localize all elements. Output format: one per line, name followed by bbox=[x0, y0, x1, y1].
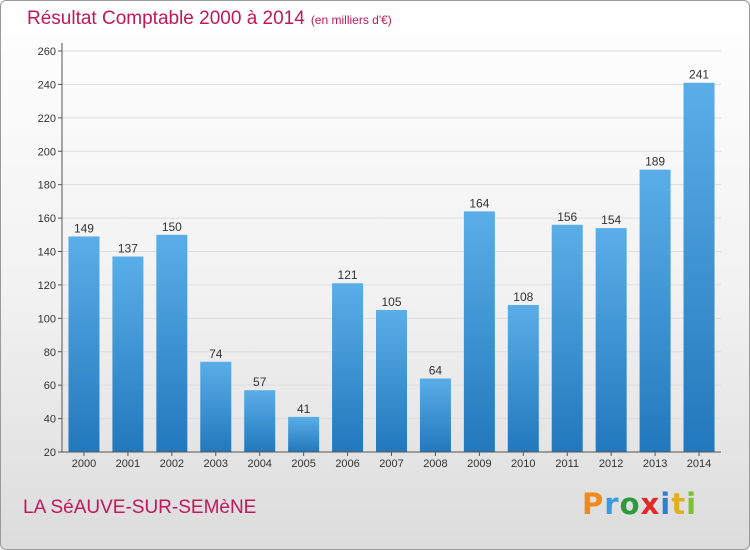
x-tick-label-2008: 2008 bbox=[423, 458, 447, 470]
y-tick-label: 60 bbox=[44, 380, 56, 392]
data-label-2000: 149 bbox=[74, 221, 94, 235]
x-tick-label-2003: 2003 bbox=[204, 458, 228, 470]
bar-2006 bbox=[332, 283, 364, 452]
x-tick-label-2002: 2002 bbox=[160, 458, 184, 470]
data-label-2006: 121 bbox=[338, 268, 358, 282]
x-tick-label-2000: 2000 bbox=[72, 458, 96, 470]
bar-2009 bbox=[463, 211, 495, 452]
y-tick-label: 120 bbox=[38, 280, 56, 292]
y-tick-label: 20 bbox=[44, 447, 56, 459]
logo-letter: o bbox=[619, 487, 641, 521]
location-name: LA SéAUVE-SUR-SEMèNE bbox=[23, 497, 257, 518]
logo-letter: t bbox=[671, 487, 687, 521]
bar-2008 bbox=[419, 378, 451, 452]
x-tick-label-2013: 2013 bbox=[643, 458, 667, 470]
x-tick-label-2014: 2014 bbox=[687, 458, 711, 470]
y-tick-label: 80 bbox=[44, 347, 56, 359]
data-label-2004: 57 bbox=[253, 375, 267, 389]
x-tick-label-2004: 2004 bbox=[247, 458, 271, 470]
x-tick-label-2007: 2007 bbox=[379, 458, 403, 470]
y-tick-label: 220 bbox=[38, 113, 56, 125]
data-label-2010: 108 bbox=[513, 290, 533, 304]
x-tick-label-2012: 2012 bbox=[599, 458, 623, 470]
x-tick-label-2005: 2005 bbox=[291, 458, 315, 470]
logo-letter: x bbox=[640, 487, 661, 521]
y-tick-label: 200 bbox=[38, 146, 56, 158]
bar-2011 bbox=[551, 224, 583, 452]
bar-2013 bbox=[639, 169, 671, 453]
data-label-2014: 241 bbox=[689, 68, 709, 82]
data-label-2007: 105 bbox=[381, 295, 401, 309]
x-tick-label-2006: 2006 bbox=[335, 458, 359, 470]
proxiti-logo: Proxiti bbox=[582, 487, 697, 521]
y-tick-label: 40 bbox=[44, 414, 56, 426]
x-tick-label-2011: 2011 bbox=[555, 458, 579, 470]
x-tick-label-2001: 2001 bbox=[116, 458, 140, 470]
bar-2002 bbox=[156, 234, 188, 452]
title-text: Résultat Comptable 2000 à 2014 bbox=[27, 8, 305, 29]
data-label-2011: 156 bbox=[557, 210, 577, 224]
logo-letter: r bbox=[604, 487, 620, 521]
y-tick-label: 180 bbox=[38, 180, 56, 192]
data-label-2013: 189 bbox=[645, 155, 665, 169]
bar-2004 bbox=[244, 390, 276, 452]
x-tick-label-2010: 2010 bbox=[511, 458, 535, 470]
bar-2012 bbox=[595, 228, 627, 452]
y-tick-label: 140 bbox=[38, 247, 56, 259]
data-label-2009: 164 bbox=[469, 196, 489, 210]
bar-2001 bbox=[112, 256, 144, 452]
axes: 20 40 60 80 100 120 140 160 180 200 220 240 260 2000 2… bbox=[38, 43, 721, 470]
bar-2014 bbox=[683, 82, 715, 452]
data-label-2008: 64 bbox=[429, 363, 443, 377]
logo-letter: i bbox=[660, 487, 672, 521]
chart-title: Résultat Comptable 2000 à 2014 (en millie… bbox=[27, 8, 392, 30]
bar-2005 bbox=[288, 416, 320, 452]
data-label-2003: 74 bbox=[209, 347, 223, 361]
bar-2010 bbox=[507, 304, 539, 452]
title-unit: (en milliers d'€) bbox=[310, 13, 392, 27]
data-label-2005: 41 bbox=[297, 402, 311, 416]
logo-letter: i bbox=[686, 487, 698, 521]
bar-2007 bbox=[376, 309, 407, 452]
data-labels: 149 137 150 74 57 41 121 105 64 164 108 156 154 189 24… bbox=[74, 68, 709, 416]
bars bbox=[68, 82, 715, 453]
data-label-2002: 150 bbox=[162, 220, 182, 234]
logo-letter: P bbox=[582, 487, 605, 521]
bar-2000 bbox=[68, 236, 100, 452]
y-tick-label: 240 bbox=[38, 79, 56, 91]
y-tick-label: 160 bbox=[38, 213, 56, 225]
data-label-2001: 137 bbox=[118, 242, 138, 256]
x-tick-label-2009: 2009 bbox=[467, 458, 491, 470]
y-tick-label: 260 bbox=[38, 46, 56, 58]
data-label-2012: 154 bbox=[601, 213, 621, 227]
bar-2003 bbox=[200, 361, 232, 452]
y-tick-label: 100 bbox=[38, 313, 56, 325]
